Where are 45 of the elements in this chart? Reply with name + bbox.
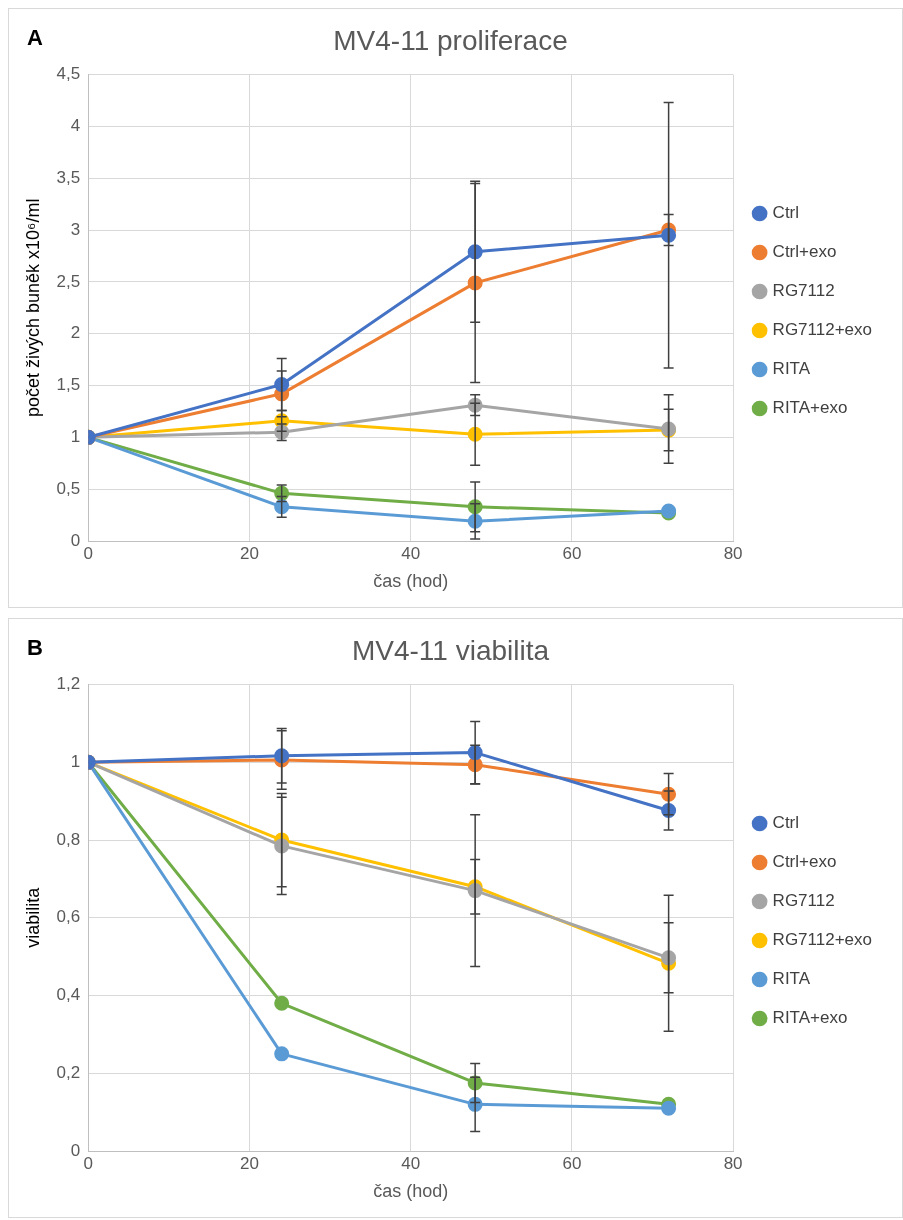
x-axis-title: čas (hod) [373, 571, 449, 592]
legend-label: Ctrl [772, 813, 800, 833]
y-tick-label: 3 [70, 219, 81, 239]
legend-label: RITA+exo [772, 398, 848, 418]
y-tick-label: 0 [70, 1140, 81, 1160]
legend-label: Ctrl+exo [772, 852, 837, 872]
x-tick-label: 20 [239, 1153, 259, 1173]
y-tick-label: 1,2 [56, 674, 81, 694]
y-axis-title: viabilita [22, 886, 43, 948]
y-tick-label: 0,8 [56, 829, 81, 849]
y-tick-label: 3,5 [56, 167, 81, 187]
y-tick-label: 0,5 [56, 478, 81, 498]
x-axis-title: čas (hod) [373, 1181, 449, 1202]
text: B [27, 635, 43, 661]
y-tick-label: 2 [70, 323, 81, 343]
text: A [27, 25, 43, 51]
y-tick-label: 4,5 [56, 64, 81, 84]
x-tick-label: 40 [401, 1153, 421, 1173]
legend-label: RITA [772, 969, 811, 989]
chart-title: MV4-11 viabilita [351, 634, 550, 666]
x-tick-label: 40 [401, 543, 421, 563]
legend-label: RITA+exo [772, 1008, 848, 1028]
y-tick-label: 0 [70, 530, 81, 550]
legend-label: RG7112 [772, 891, 835, 911]
y-axis-title: počet živých buněk x10⁶/ml [22, 198, 43, 418]
chart-title: MV4-11 proliferace [333, 24, 568, 56]
x-tick-label: 20 [239, 543, 259, 563]
y-tick-label: 1,5 [56, 375, 81, 395]
y-tick-label: 1 [70, 752, 81, 772]
x-tick-label: 80 [723, 543, 743, 563]
y-tick-label: 2,5 [56, 271, 81, 291]
x-tick-label: 80 [723, 1153, 743, 1173]
legend-label: RG7112+exo [772, 320, 873, 340]
y-tick-label: 0,6 [56, 907, 81, 927]
legend-label: RG7112+exo [772, 930, 873, 950]
legend-label: RG7112 [772, 281, 835, 301]
legend-label: RITA [772, 359, 811, 379]
y-tick-label: 1 [70, 427, 81, 447]
legend-label: Ctrl [772, 203, 800, 223]
y-tick-label: 0,4 [56, 985, 81, 1005]
x-tick-label: 60 [562, 1153, 582, 1173]
y-tick-label: 0,2 [56, 1062, 81, 1082]
x-tick-label: 60 [562, 543, 582, 563]
y-tick-label: 4 [70, 116, 81, 136]
legend-label: Ctrl+exo [772, 242, 837, 262]
